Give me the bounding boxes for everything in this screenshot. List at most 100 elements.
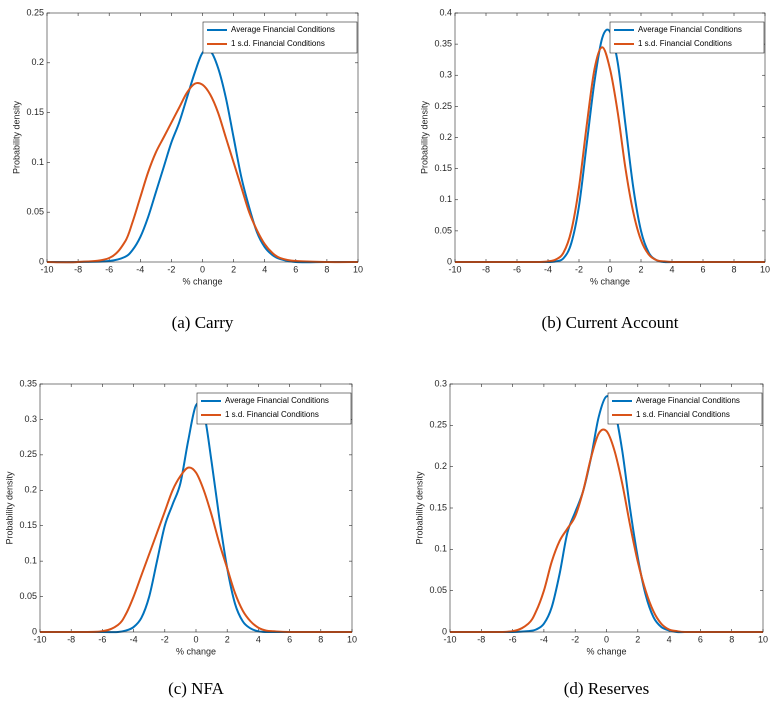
legend-label: 1 s.d. Financial Conditions (225, 410, 319, 419)
panel: -10 -8 -6 -4 -2 0 2 4 6 8 10 0 0.05 0.1 0.15 0.2 0.25 Ave… (11, 7, 363, 332)
x-tick-label: -2 (167, 264, 175, 274)
y-tick-label: 0 (442, 626, 447, 636)
x-tick-label: 6 (293, 264, 298, 274)
axes-box (449, 383, 764, 633)
x-tick-label: 8 (318, 634, 323, 644)
x-tick-label: 4 (669, 264, 674, 274)
y-tick-label: 0.2 (439, 132, 452, 142)
x-axis-label: % change (590, 276, 630, 286)
y-axis-label: Probability density (11, 100, 21, 174)
y-tick-label: 0.1 (439, 194, 452, 204)
x-tick-label: -10 (443, 634, 456, 644)
x-tick-label: 6 (698, 634, 703, 644)
y-tick-label: 0 (39, 256, 44, 266)
y-axis-label: Probability density (414, 471, 424, 545)
y-tick-label: 0.05 (434, 225, 452, 235)
axes-box (39, 383, 353, 633)
legend-label: Average Financial Conditions (231, 25, 335, 34)
x-axis-label: % change (586, 646, 626, 656)
x-tick-label: 6 (287, 634, 292, 644)
x-tick-label: -2 (161, 634, 169, 644)
density-line (39, 466, 352, 634)
y-tick-label: 0.1 (434, 544, 447, 554)
x-tick-label: -2 (575, 264, 583, 274)
legend-label: Average Financial Conditions (638, 25, 742, 34)
x-tick-label: 8 (729, 634, 734, 644)
y-tick-label: 0.35 (19, 378, 37, 388)
y-tick-label: 0 (32, 626, 37, 636)
plot-area (455, 13, 765, 262)
y-tick-label: 0.15 (19, 520, 37, 530)
x-tick-label: 0 (604, 634, 609, 644)
x-tick-label: 8 (731, 264, 736, 274)
plot-area (450, 384, 763, 632)
y-tick-label: 0.15 (26, 107, 44, 117)
legend-label: 1 s.d. Financial Conditions (231, 39, 325, 48)
legend-label: 1 s.d. Financial Conditions (636, 410, 730, 419)
x-tick-label: 6 (700, 264, 705, 274)
panel: -10 -8 -6 -4 -2 0 2 4 6 8 10 0 0.05 0.1 0.15 0.2 0.25 0.3… (4, 378, 357, 698)
y-tick-label: 0.05 (19, 591, 37, 601)
x-axis-label: % change (182, 276, 222, 286)
y-tick-label: 0.15 (429, 502, 447, 512)
x-tick-label: 10 (347, 634, 357, 644)
caption: (b) Current Account (542, 313, 679, 332)
x-tick-label: 2 (231, 264, 236, 274)
x-tick-label: -8 (74, 264, 82, 274)
y-tick-label: 0.1 (31, 157, 44, 167)
y-tick-label: 0.2 (24, 485, 37, 495)
x-tick-label: 0 (200, 264, 205, 274)
x-tick-label: -6 (509, 634, 517, 644)
y-tick-label: 0.15 (434, 163, 452, 173)
density-line (449, 428, 763, 634)
y-tick-label: 0.3 (24, 414, 37, 424)
x-tick-label: 4 (262, 264, 267, 274)
x-tick-label: -8 (67, 634, 75, 644)
y-axis-label: Probability density (419, 100, 429, 174)
x-tick-label: -6 (98, 634, 106, 644)
x-tick-label: 10 (760, 264, 770, 274)
x-tick-label: -10 (33, 634, 46, 644)
y-tick-label: 0.3 (434, 378, 447, 388)
legend-label: Average Financial Conditions (225, 396, 329, 405)
x-tick-label: 8 (324, 264, 329, 274)
caption: (a) Carry (172, 313, 234, 332)
y-tick-label: 0.35 (434, 39, 452, 49)
y-tick-label: 0.25 (26, 7, 44, 17)
x-tick-label: 10 (758, 634, 768, 644)
x-tick-label: -10 (448, 264, 461, 274)
x-tick-label: 0 (607, 264, 612, 274)
x-tick-label: -8 (482, 264, 490, 274)
legend-box (607, 392, 763, 425)
x-tick-label: -2 (571, 634, 579, 644)
y-tick-label: 0.25 (434, 101, 452, 111)
y-tick-label: 0.1 (24, 556, 37, 566)
plot-area (40, 384, 352, 632)
legend-box (196, 392, 352, 425)
legend-label: 1 s.d. Financial Conditions (638, 39, 732, 48)
y-tick-label: 0.25 (429, 420, 447, 430)
x-tick-label: 2 (635, 634, 640, 644)
x-tick-label: -4 (136, 264, 144, 274)
axes-box (46, 12, 359, 263)
y-axis-label: Probability density (4, 471, 14, 545)
x-tick-label: -10 (40, 264, 53, 274)
x-tick-label: 10 (353, 264, 363, 274)
x-tick-label: 4 (256, 634, 261, 644)
y-tick-label: 0.05 (429, 585, 447, 595)
y-tick-label: 0.3 (439, 70, 452, 80)
x-tick-label: -4 (540, 634, 548, 644)
x-tick-label: -8 (477, 634, 485, 644)
panel: -10 -8 -6 -4 -2 0 2 4 6 8 10 0 0.05 0.1 0.15 0.2 0.25 0.3… (414, 378, 768, 698)
legend-box (609, 21, 765, 54)
panel: -10 -8 -6 -4 -2 0 2 4 6 8 10 0 0.05 0.1 0.15 0.2 0.25 0.3… (419, 7, 770, 332)
caption: (c) NFA (168, 679, 225, 698)
axes-box (454, 12, 766, 263)
x-tick-label: 0 (193, 634, 198, 644)
y-tick-label: 0.25 (19, 449, 37, 459)
caption: (d) Reserves (564, 679, 649, 698)
y-tick-label: 0.2 (434, 461, 447, 471)
x-tick-label: 2 (225, 634, 230, 644)
x-tick-label: -6 (513, 264, 521, 274)
